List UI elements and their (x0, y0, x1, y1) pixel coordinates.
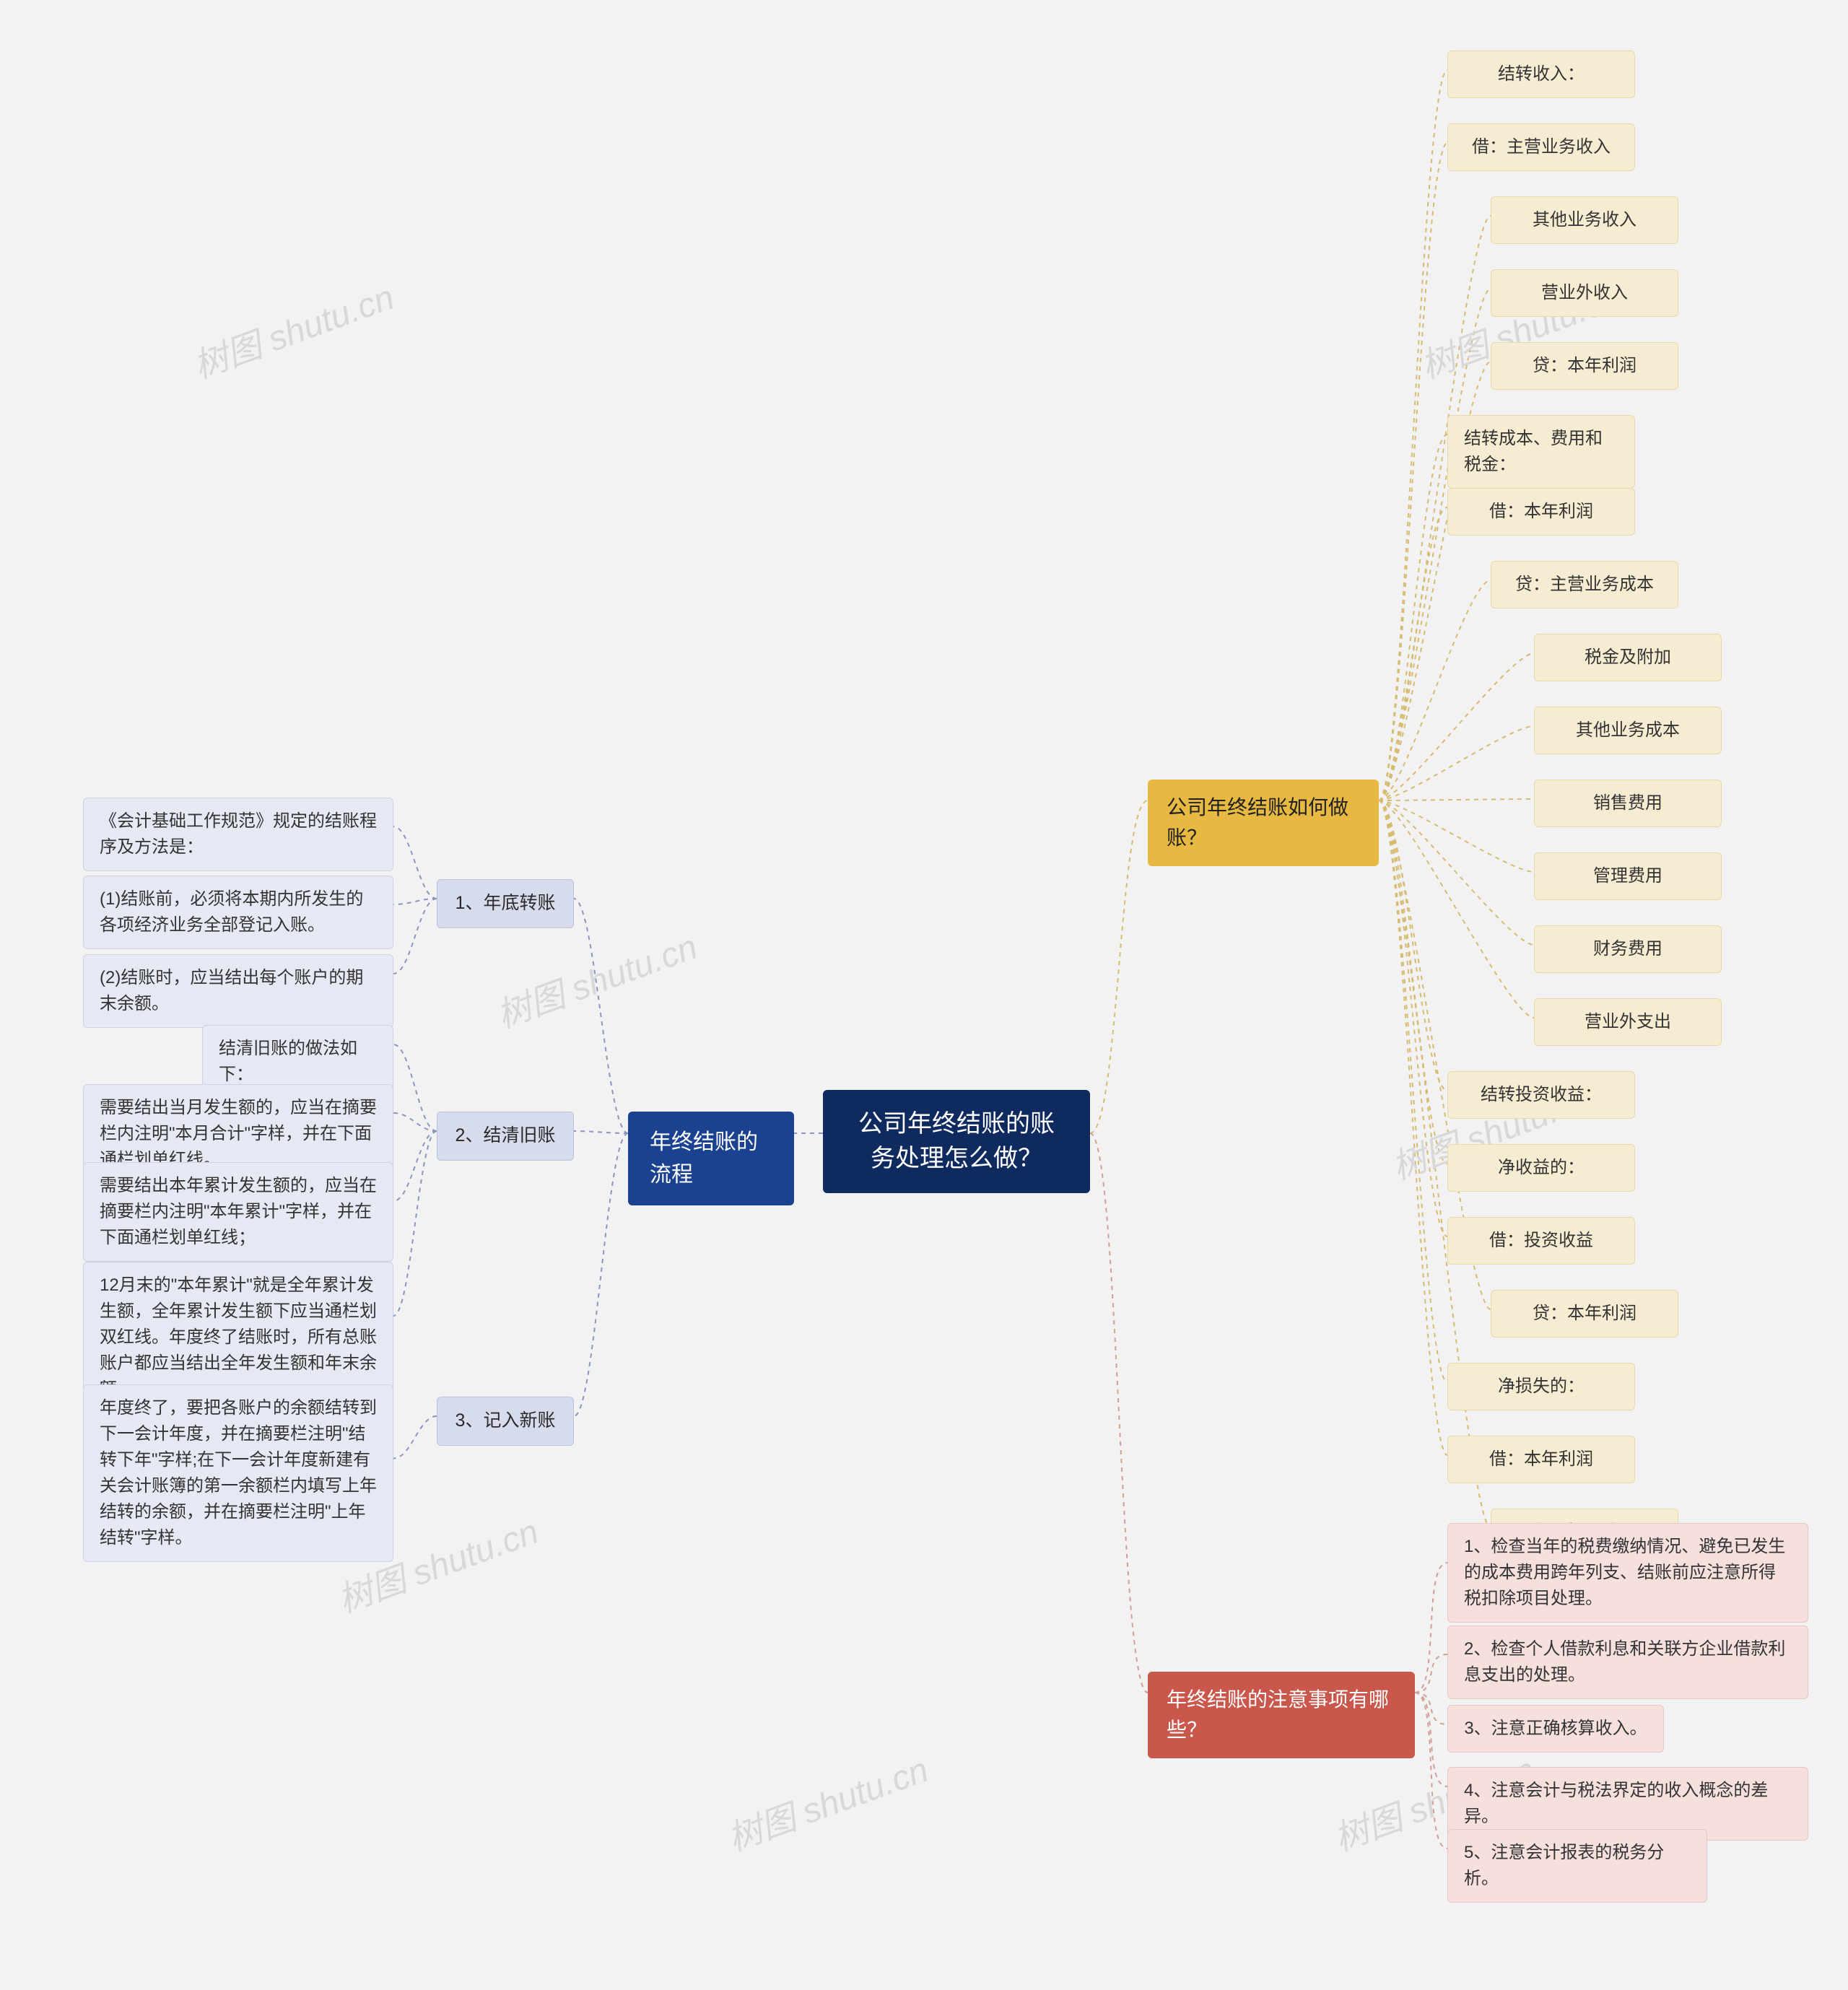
right-top-leaf-9: 其他业务成本 (1534, 707, 1722, 754)
right-top-leaf-1: 借：主营业务收入 (1447, 123, 1635, 171)
right-bottom-category-text: 年终结账的注意事项有哪些？ (1167, 1685, 1396, 1745)
watermark: 树图 shutu.cn (489, 918, 703, 1037)
right-top-leaf-3: 营业外收入 (1491, 269, 1678, 317)
watermark: 树图 shutu.cn (186, 269, 400, 388)
left-category: 年终结账的流程 (628, 1112, 794, 1205)
right-top-leaf-4: 贷：本年利润 (1491, 342, 1678, 390)
right-top-leaf-8: 税金及附加 (1534, 634, 1722, 681)
left-branch-1: 2、结清旧账 (437, 1112, 574, 1161)
right-top-leaf-7: 贷：主营业务成本 (1491, 561, 1678, 608)
left-branch-2: 3、记入新账 (437, 1397, 574, 1446)
left-leaf-0-2: (2)结账时，应当结出每个账户的期末余额。 (83, 954, 393, 1028)
right-top-leaf-2: 其他业务收入 (1491, 196, 1678, 244)
right-top-leaf-14: 结转投资收益： (1447, 1071, 1635, 1119)
right-bottom-category: 年终结账的注意事项有哪些？ (1148, 1672, 1415, 1758)
left-category-text: 年终结账的流程 (650, 1126, 772, 1191)
right-top-leaf-13: 营业外支出 (1534, 998, 1722, 1046)
right-bottom-leaf-0: 1、检查当年的税费缴纳情况、避免已发生的成本费用跨年列支、结账前应注意所得税扣除… (1447, 1523, 1808, 1623)
left-leaf-0-1: (1)结账前，必须将本期内所发生的各项经济业务全部登记入账。 (83, 876, 393, 949)
mindmap-root: 公司年终结账的账务处理怎么做？ (823, 1090, 1090, 1193)
right-top-category: 公司年终结账如何做账？ (1148, 780, 1379, 866)
left-branch-0: 1、年底转账 (437, 879, 574, 928)
right-top-leaf-17: 贷：本年利润 (1491, 1290, 1678, 1337)
root-text: 公司年终结账的账务处理怎么做？ (847, 1107, 1065, 1176)
right-top-leaf-6: 借：本年利润 (1447, 488, 1635, 536)
right-top-leaf-11: 管理费用 (1534, 852, 1722, 900)
right-top-leaf-10: 销售费用 (1534, 780, 1722, 827)
right-top-leaf-12: 财务费用 (1534, 925, 1722, 973)
left-leaf-2-0: 年度终了，要把各账户的余额结转到下一会计年度，并在摘要栏注明"结转下年"字样;在… (83, 1384, 393, 1562)
right-top-leaf-18: 净损失的： (1447, 1363, 1635, 1410)
right-top-leaf-5: 结转成本、费用和税金： (1447, 415, 1635, 489)
right-bottom-leaf-1: 2、检查个人借款利息和关联方企业借款利息支出的处理。 (1447, 1625, 1808, 1699)
right-top-leaf-15: 净收益的： (1447, 1144, 1635, 1192)
right-bottom-leaf-2: 3、注意正确核算收入。 (1447, 1705, 1664, 1753)
left-leaf-1-2: 需要结出本年累计发生额的，应当在摘要栏内注明"本年累计"字样，并在下面通栏划单红… (83, 1162, 393, 1262)
right-top-leaf-0: 结转收入： (1447, 51, 1635, 98)
left-leaf-0-0: 《会计基础工作规范》规定的结账程序及方法是： (83, 798, 393, 871)
right-top-category-text: 公司年终结账如何做账？ (1167, 793, 1360, 853)
right-top-leaf-16: 借：投资收益 (1447, 1217, 1635, 1265)
right-top-leaf-19: 借：本年利润 (1447, 1436, 1635, 1483)
watermark: 树图 shutu.cn (720, 1741, 934, 1860)
right-bottom-leaf-4: 5、注意会计报表的税务分析。 (1447, 1829, 1707, 1903)
